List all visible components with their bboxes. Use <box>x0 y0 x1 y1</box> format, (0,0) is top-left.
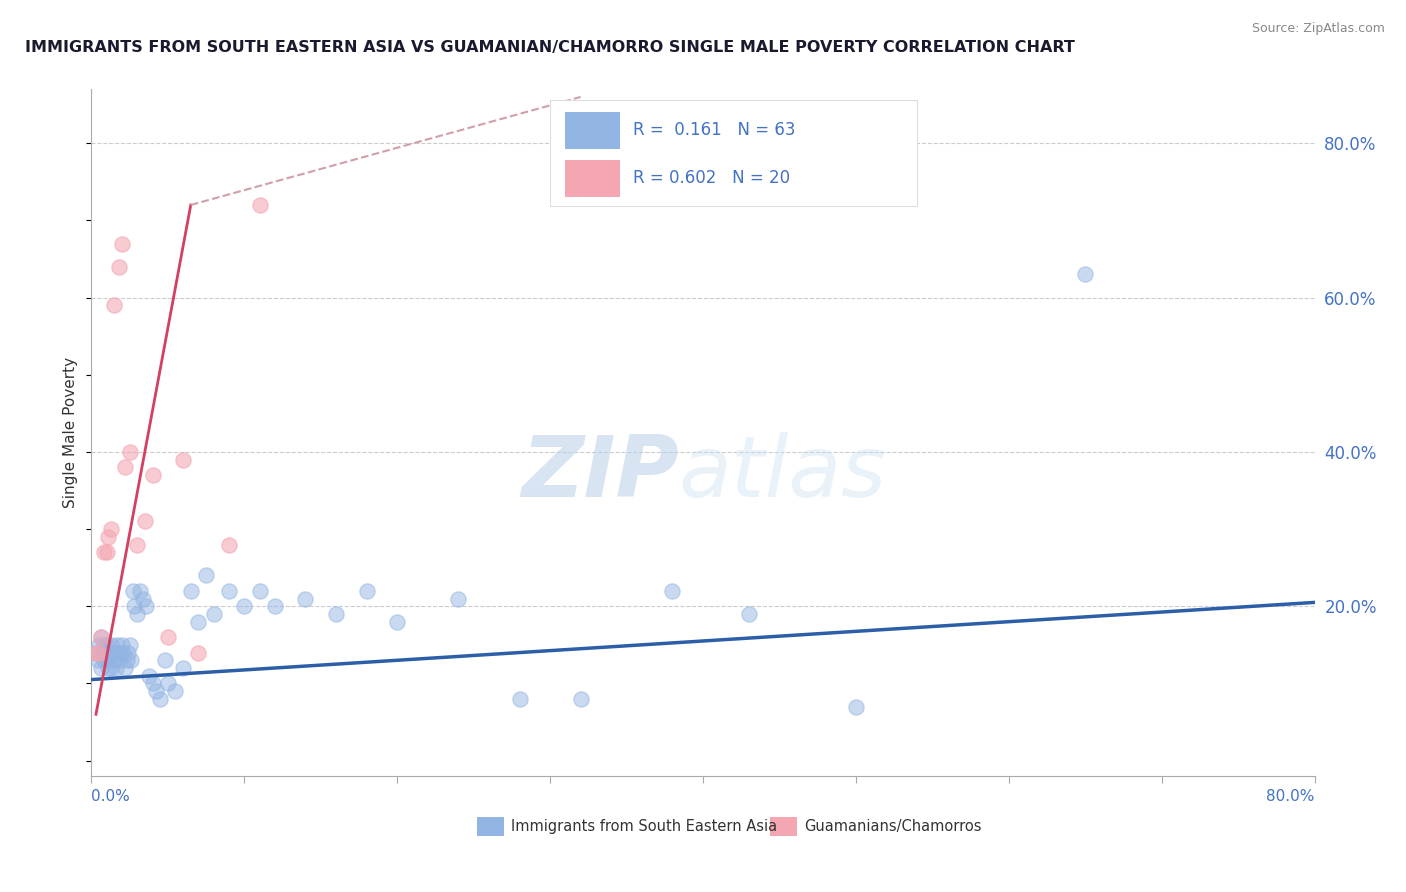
Point <box>90 630 112 644</box>
Point <box>98 646 121 660</box>
Point <box>111 638 134 652</box>
Point <box>108 260 131 274</box>
Point <box>325 607 347 621</box>
Point <box>87 646 110 660</box>
Text: ZIP: ZIP <box>520 433 679 516</box>
Point <box>127 607 149 621</box>
Point <box>122 599 145 614</box>
Point <box>165 684 187 698</box>
Point <box>93 653 115 667</box>
Point <box>103 298 125 312</box>
Point <box>93 638 115 652</box>
Point <box>264 599 287 614</box>
Point <box>141 676 163 690</box>
Point <box>509 691 531 706</box>
Point <box>90 661 112 675</box>
Text: atlas: atlas <box>679 433 887 516</box>
Text: R =  0.161   N = 63: R = 0.161 N = 63 <box>633 121 796 139</box>
Point <box>115 653 138 667</box>
Point <box>94 646 117 660</box>
Point <box>103 653 125 667</box>
Point <box>738 607 761 621</box>
Point <box>86 653 108 667</box>
Point <box>108 646 131 660</box>
Point <box>100 522 122 536</box>
Point <box>110 646 132 660</box>
Point <box>91 646 114 660</box>
Point <box>118 638 141 652</box>
Point <box>120 653 142 667</box>
Point <box>114 661 136 675</box>
Point <box>96 638 118 652</box>
Point <box>356 583 378 598</box>
Bar <box>565 160 620 197</box>
Text: R = 0.602   N = 20: R = 0.602 N = 20 <box>633 169 790 187</box>
Point <box>111 236 134 251</box>
Point <box>104 661 127 675</box>
Text: 80.0%: 80.0% <box>1267 789 1315 805</box>
Point <box>101 646 124 660</box>
Point <box>114 460 136 475</box>
Point <box>156 676 179 690</box>
Point <box>100 661 122 675</box>
Point <box>153 653 176 667</box>
Text: IMMIGRANTS FROM SOUTH EASTERN ASIA VS GUAMANIAN/CHAMORRO SINGLE MALE POVERTY COR: IMMIGRANTS FROM SOUTH EASTERN ASIA VS GU… <box>25 40 1076 55</box>
Point <box>156 630 179 644</box>
Point <box>105 638 128 652</box>
Point <box>187 615 209 629</box>
Point <box>134 514 156 528</box>
Y-axis label: Single Male Poverty: Single Male Poverty <box>63 357 79 508</box>
Text: 0.0%: 0.0% <box>91 789 131 805</box>
Point <box>195 568 218 582</box>
Point <box>233 599 256 614</box>
Point <box>385 615 409 629</box>
Point <box>100 638 122 652</box>
Point <box>93 545 115 559</box>
Text: Guamanians/Chamorros: Guamanians/Chamorros <box>804 819 981 834</box>
Point <box>1074 268 1097 282</box>
Point <box>249 583 271 598</box>
Point <box>845 699 868 714</box>
Point <box>103 646 125 660</box>
Point <box>135 599 157 614</box>
Point <box>249 198 271 212</box>
FancyBboxPatch shape <box>550 100 917 206</box>
Point <box>145 684 167 698</box>
Point <box>127 537 149 551</box>
Point <box>96 545 118 559</box>
Point <box>97 661 120 675</box>
Point <box>121 583 143 598</box>
Bar <box>565 112 620 149</box>
Point <box>90 630 112 644</box>
Point <box>132 591 155 606</box>
Point <box>129 583 152 598</box>
Text: Immigrants from South Eastern Asia: Immigrants from South Eastern Asia <box>510 819 778 834</box>
Point <box>294 591 316 606</box>
Point <box>172 661 194 675</box>
Point <box>108 653 131 667</box>
Point <box>117 646 139 660</box>
Point <box>447 591 470 606</box>
Point <box>569 691 592 706</box>
Point <box>96 653 118 667</box>
Point <box>187 646 209 660</box>
Point <box>97 530 120 544</box>
Point <box>202 607 225 621</box>
Text: Source: ZipAtlas.com: Source: ZipAtlas.com <box>1251 22 1385 36</box>
Point <box>138 669 160 683</box>
Point <box>218 583 240 598</box>
Point <box>149 691 172 706</box>
Bar <box>770 817 797 837</box>
Point <box>112 646 135 660</box>
Point <box>661 583 683 598</box>
Point <box>172 452 194 467</box>
Point <box>218 537 240 551</box>
Point <box>84 646 107 660</box>
Point <box>180 583 202 598</box>
Point <box>141 468 163 483</box>
Point <box>84 646 107 660</box>
Bar <box>477 817 503 837</box>
Point <box>118 445 141 459</box>
Point <box>87 638 110 652</box>
